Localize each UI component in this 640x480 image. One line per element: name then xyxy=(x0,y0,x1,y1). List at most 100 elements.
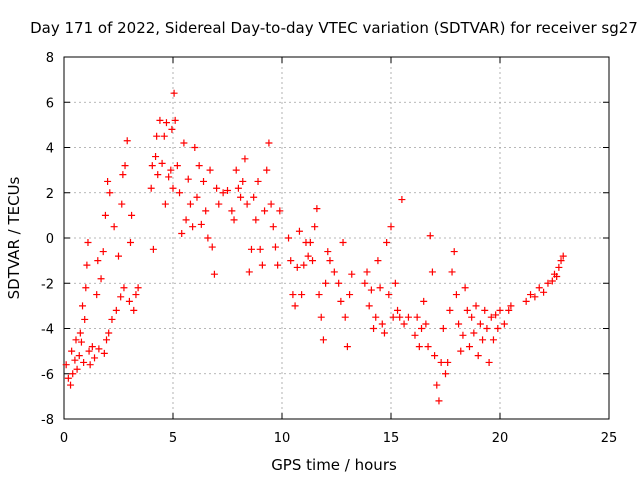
data-point xyxy=(84,239,92,247)
data-point xyxy=(341,313,349,321)
data-point xyxy=(148,162,156,170)
data-point xyxy=(67,381,75,389)
data-point xyxy=(173,162,181,170)
data-point xyxy=(346,291,354,299)
data-point xyxy=(73,365,81,373)
data-point xyxy=(535,284,543,292)
data-point xyxy=(200,177,208,185)
data-point xyxy=(112,306,120,314)
data-point xyxy=(293,263,301,271)
y-tick-label: -2 xyxy=(41,277,54,292)
data-point xyxy=(123,137,131,145)
data-point xyxy=(559,252,567,260)
data-point xyxy=(265,139,273,147)
data-point xyxy=(171,116,179,124)
data-point xyxy=(468,313,476,321)
data-point xyxy=(470,329,478,337)
data-point xyxy=(439,325,447,332)
data-point xyxy=(180,139,188,147)
data-point xyxy=(500,320,508,328)
data-point xyxy=(479,336,487,344)
data-point xyxy=(184,175,192,183)
data-point xyxy=(95,345,103,353)
data-point xyxy=(271,243,279,251)
data-point xyxy=(413,313,421,321)
data-point xyxy=(553,272,561,280)
data-point xyxy=(544,279,552,287)
data-point xyxy=(287,257,295,265)
data-point xyxy=(431,352,439,360)
data-point xyxy=(99,248,107,256)
x-tick-label: 10 xyxy=(274,431,291,446)
data-point xyxy=(170,89,178,97)
data-point xyxy=(153,132,161,140)
data-point xyxy=(457,347,465,355)
data-point xyxy=(450,248,458,256)
data-point xyxy=(444,358,452,366)
data-point xyxy=(103,336,111,344)
data-point xyxy=(106,189,114,197)
data-point xyxy=(152,153,160,161)
data-point xyxy=(88,343,96,351)
data-point xyxy=(230,216,238,224)
data-point xyxy=(385,291,393,299)
data-point xyxy=(335,279,343,287)
data-point xyxy=(548,277,556,285)
data-point xyxy=(361,279,369,287)
y-tick-label: -4 xyxy=(41,323,54,338)
data-point xyxy=(448,268,456,276)
data-point xyxy=(313,205,321,213)
data-point xyxy=(437,358,445,366)
data-point xyxy=(540,288,548,296)
data-point xyxy=(81,315,89,323)
data-point xyxy=(245,268,253,276)
x-tick-label: 20 xyxy=(492,431,509,446)
data-point xyxy=(110,223,118,231)
data-point xyxy=(474,352,482,360)
y-axis-label: SDTVAR / TECUs xyxy=(5,176,23,299)
data-point xyxy=(219,189,227,197)
data-point xyxy=(134,284,142,292)
data-point xyxy=(83,261,91,269)
data-point xyxy=(210,270,218,278)
data-point xyxy=(91,354,99,362)
x-axis-label: GPS time / hours xyxy=(271,456,397,474)
data-point xyxy=(420,297,428,305)
data-point xyxy=(463,306,471,314)
data-point xyxy=(315,291,323,299)
data-point xyxy=(206,166,214,174)
data-point xyxy=(276,207,284,215)
data-point xyxy=(204,234,212,242)
data-point xyxy=(80,358,88,366)
data-point xyxy=(101,211,109,219)
data-point xyxy=(82,284,90,292)
data-point xyxy=(86,361,94,369)
data-point xyxy=(367,286,375,294)
data-point xyxy=(263,166,271,174)
data-point xyxy=(465,343,473,351)
data-point xyxy=(250,193,258,201)
data-point xyxy=(531,293,539,301)
data-point xyxy=(120,284,128,292)
data-point xyxy=(97,275,105,283)
data-point xyxy=(389,313,397,321)
data-point xyxy=(481,306,489,314)
data-point xyxy=(105,329,113,337)
data-point xyxy=(324,248,332,256)
data-point xyxy=(104,177,112,185)
data-point xyxy=(197,220,205,228)
data-point xyxy=(178,229,186,237)
data-point xyxy=(400,320,408,328)
data-point xyxy=(424,343,432,351)
data-point xyxy=(126,239,134,247)
data-point xyxy=(118,200,126,208)
y-tick-label: 6 xyxy=(46,96,54,111)
data-point xyxy=(119,171,127,179)
data-point xyxy=(472,302,480,310)
y-tick-label: -6 xyxy=(41,368,54,383)
data-point xyxy=(337,297,345,305)
data-point xyxy=(391,279,399,287)
data-point xyxy=(295,227,303,235)
data-point xyxy=(162,119,170,127)
data-point xyxy=(100,349,108,357)
